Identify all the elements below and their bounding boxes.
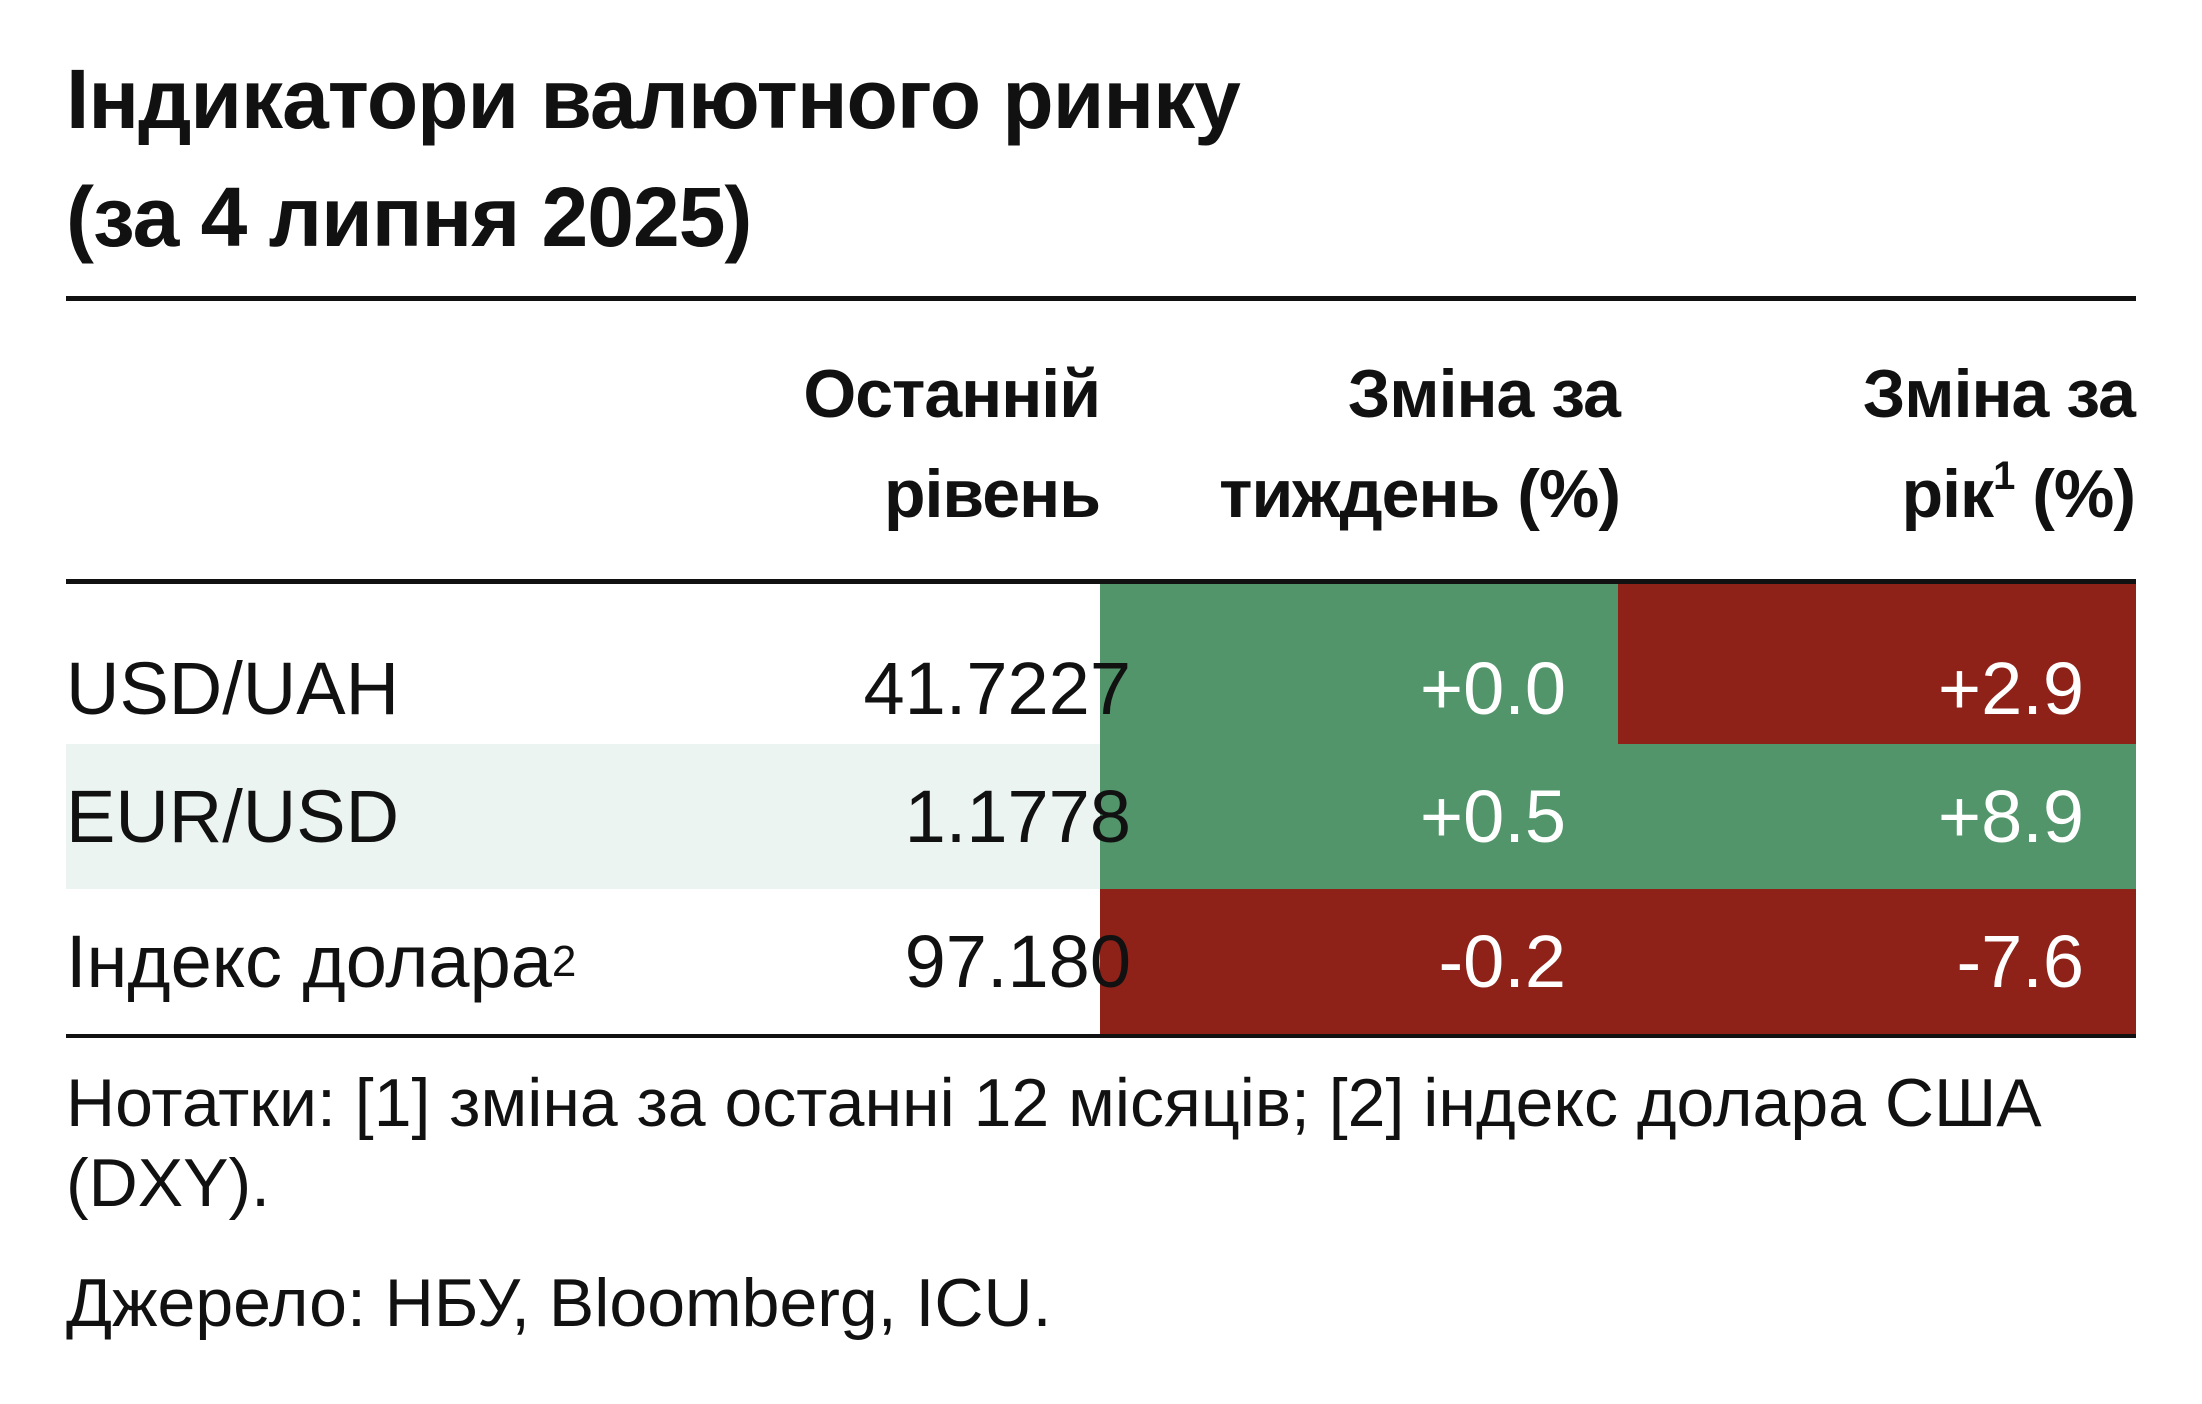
header-yearly-percent: (%) [2014, 456, 2136, 532]
weekly-change-value: +0.0 [1419, 647, 1566, 730]
top-rule [66, 296, 2136, 301]
header-yearly-year-word: рік [1901, 456, 1994, 532]
header-weekly-change-line1: Зміна за [1347, 356, 1621, 432]
row-name: USD/UAH [66, 616, 966, 761]
yearly-change-value: +2.9 [1937, 647, 2084, 730]
header-last-level-line2: рівень [883, 456, 1101, 532]
table-row: EUR/USD 1.1778 +0.5 +8.9 [66, 744, 2136, 889]
header-rule [66, 579, 2136, 584]
table-row: Індекс долара 2 97.180 -0.2 -7.6 [66, 889, 2136, 1034]
row-name: Індекс долара 2 [66, 920, 577, 1003]
row-name: EUR/USD [66, 744, 966, 889]
chart-title: Індикатори валютного ринку (за 4 липня 2… [66, 40, 2146, 276]
yearly-change-fill [1618, 889, 2136, 1034]
footnotes: Нотатки: [1] зміна за останні 12 місяців… [66, 1065, 2042, 1221]
title-line: Індикатори валютного ринку [66, 52, 1241, 146]
weekly-change-value: +0.5 [1419, 775, 1566, 858]
subtitle-line: (за 4 липня 2025) [66, 170, 752, 264]
header-last-level-line1: Останній [803, 356, 1101, 432]
last-level-value: 97.180 [904, 920, 1131, 1003]
header-last-level: Останній рівень [700, 344, 1101, 544]
yearly-change-fill [1618, 744, 2136, 889]
header-yearly-change-line1: Зміна за [1862, 356, 2136, 432]
weekly-change-fill [1100, 889, 1618, 1034]
yearly-change-fill [1618, 584, 2136, 744]
header-yearly-change: Зміна за рік1 (%) [1630, 344, 2136, 544]
last-level-value: 41.7227 [863, 647, 1132, 730]
yearly-change-value: -7.6 [1956, 920, 2084, 1003]
weekly-change-fill [1100, 584, 1618, 744]
yearly-change-value: +8.9 [1937, 775, 2084, 858]
source-note: Джерело: НБУ, Bloomberg, ICU. [66, 1265, 1052, 1341]
row-name-text: EUR/USD [66, 775, 400, 858]
weekly-change-fill [1100, 744, 1618, 889]
row-band [66, 744, 1100, 889]
footnote-1-marker: 1 [1993, 454, 2015, 498]
weekly-change-value: -0.2 [1438, 920, 1566, 1003]
header-yearly-change-line2: рік1 (%) [1630, 444, 2136, 544]
bottom-rule [66, 1034, 2136, 1038]
table-row: USD/UAH 41.7227 +0.0 +2.9 [66, 616, 2136, 761]
header-weekly-change: Зміна за тиждень (%) [1110, 344, 1621, 544]
last-level-value: 1.1778 [904, 775, 1131, 858]
header-weekly-change-line2: тиждень (%) [1219, 456, 1621, 532]
row-name-text: Індекс долара [66, 920, 552, 1003]
row-name-text: USD/UAH [66, 647, 400, 730]
